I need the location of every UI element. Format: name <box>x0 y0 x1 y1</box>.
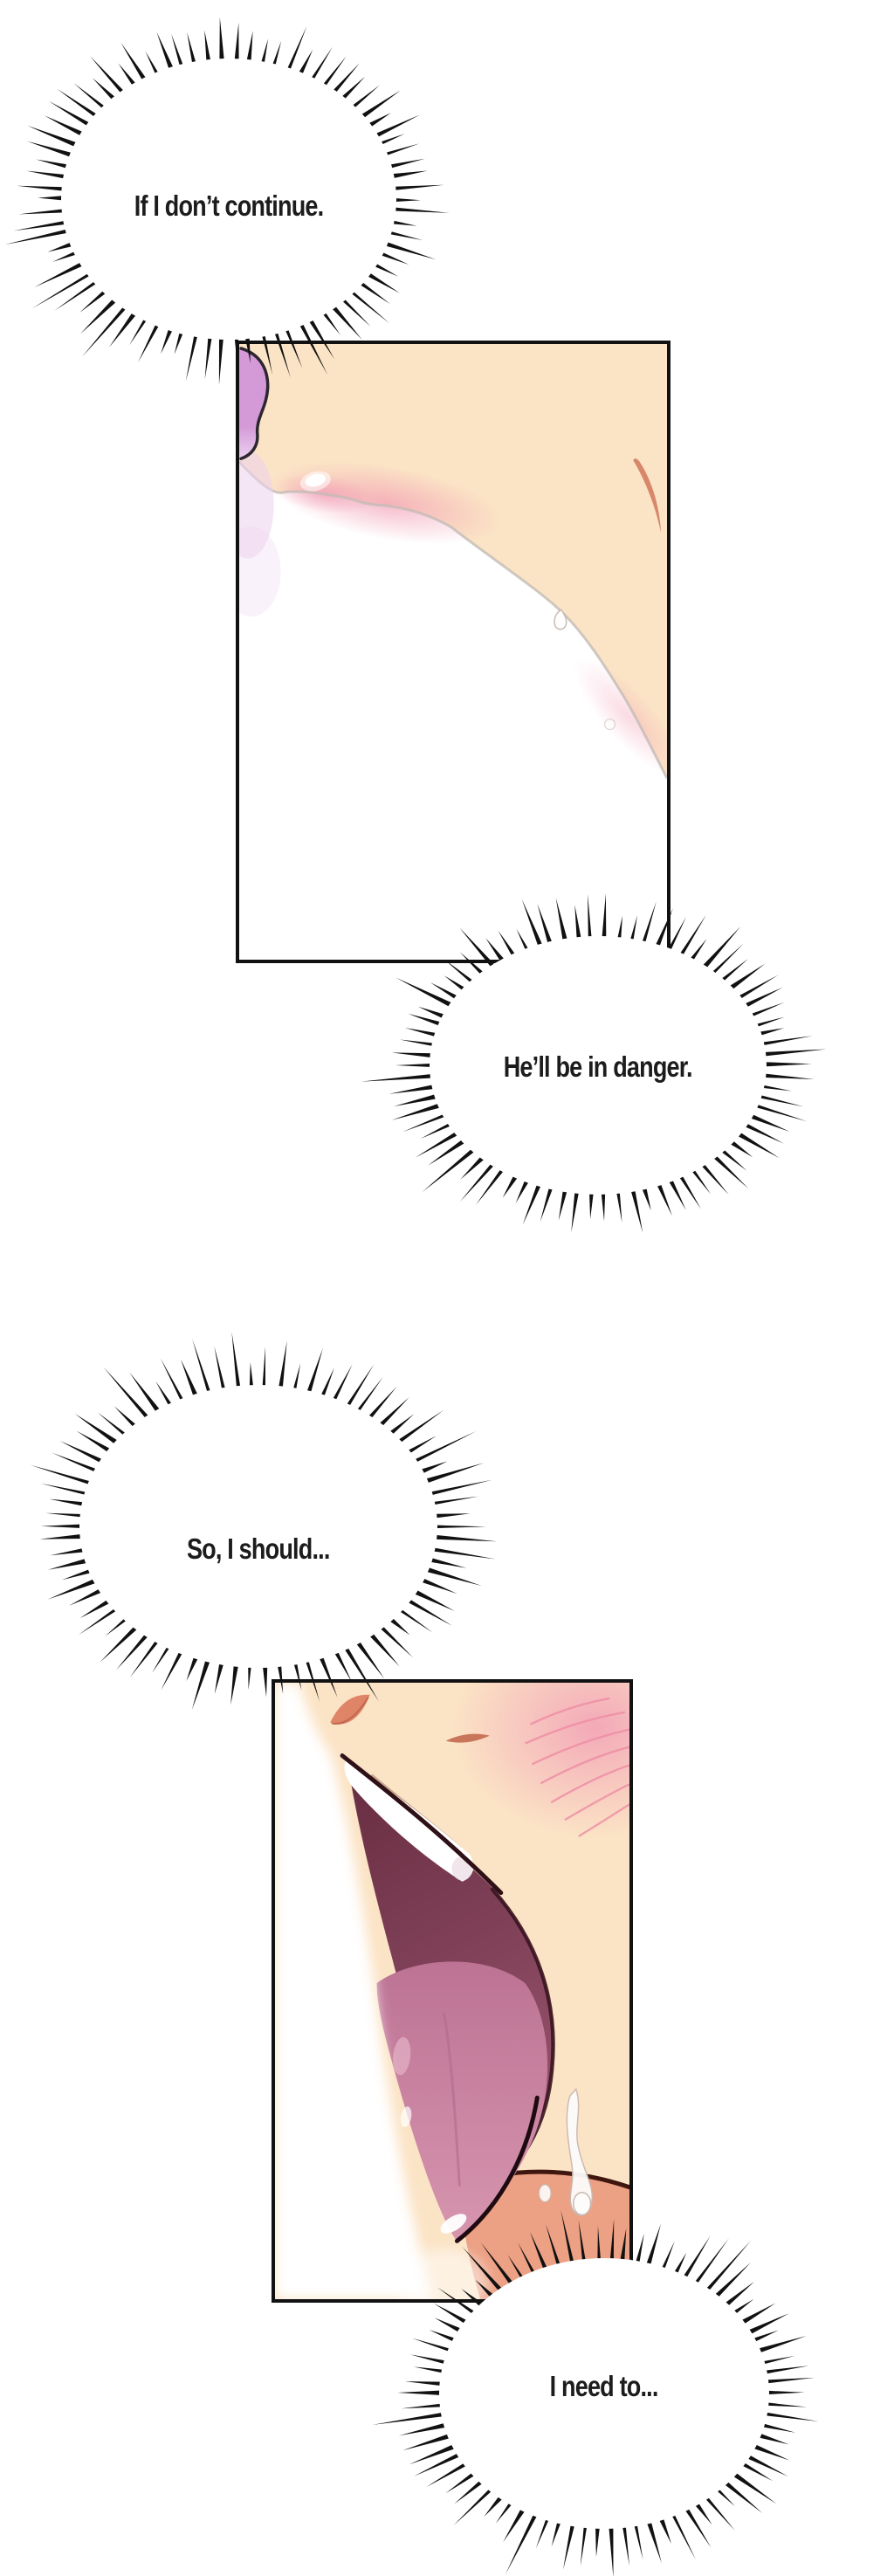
lip-line <box>340 1753 504 1896</box>
nostril <box>445 1733 490 1743</box>
sweat-drop-small <box>603 718 616 731</box>
tongue-crease <box>443 2012 461 2187</box>
burst-bubble-svg <box>30 1332 498 1710</box>
panel-2-artwork-svg <box>275 1683 629 2299</box>
speech-bubble-3: So, I should... <box>11 1326 505 1727</box>
tongue-sheen <box>393 2036 411 2076</box>
blush-lower <box>574 657 667 778</box>
white-fade <box>275 1683 432 2299</box>
bubble-body <box>439 2258 769 2529</box>
tongue-highlight <box>440 2214 467 2234</box>
bubble-body <box>430 936 767 1195</box>
bubble-body <box>61 59 396 340</box>
nose-fold-line <box>332 1697 369 1725</box>
drip-small <box>538 2184 552 2203</box>
hair-fade <box>239 451 274 559</box>
drip-bulb <box>573 2191 592 2216</box>
burst-bubble-svg <box>372 2210 819 2576</box>
teeth <box>344 1760 474 1882</box>
skin-area <box>239 344 667 779</box>
tongue-outline <box>454 2095 540 2243</box>
sweat-drop <box>554 609 567 630</box>
bubble-body <box>79 1385 437 1668</box>
panel-2-frame <box>272 1679 633 2303</box>
blush-streaks <box>524 1697 629 1838</box>
panel-1-frame <box>236 341 670 963</box>
hair-lock <box>239 348 268 460</box>
tongue-sheen-2 <box>400 2106 412 2127</box>
speech-bubble-2: He’ll be in danger. <box>361 868 836 1263</box>
burst-bubble-svg <box>4 17 450 385</box>
tongue <box>376 1961 548 2241</box>
hair-fade-2 <box>239 526 281 617</box>
white-fade-bottom <box>399 2249 489 2299</box>
hair-lock-outline <box>239 347 270 460</box>
nose-fold <box>330 1694 370 1725</box>
speech-bubble-1: If I don’t continue. <box>0 0 464 409</box>
burst-bubble-svg <box>361 893 827 1234</box>
chin-contour-line <box>239 461 667 779</box>
nose-highlight <box>305 473 326 487</box>
panel-1-artwork-svg <box>239 344 667 779</box>
speech-bubble-4: I need to... <box>369 2199 839 2576</box>
